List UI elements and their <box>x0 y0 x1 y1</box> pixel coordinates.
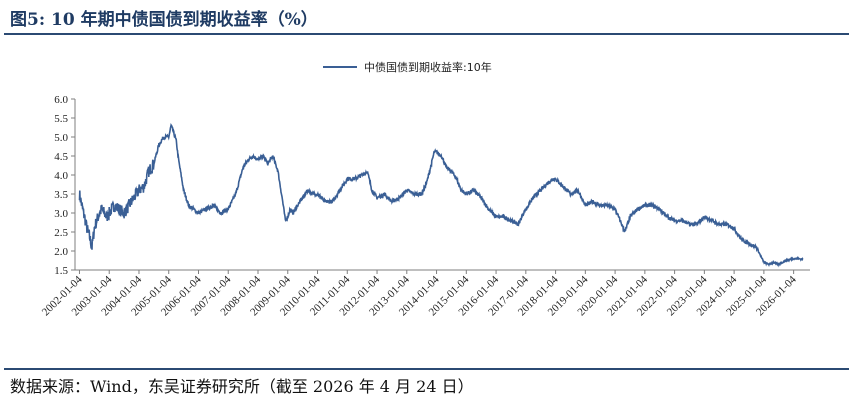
top-divider <box>4 33 849 35</box>
series-line-10y-yield <box>78 123 804 268</box>
y-tick-label: 2.0 <box>54 246 68 258</box>
x-tick-labels: 2002-01-042003-01-042004-01-042005-01-04… <box>40 273 799 318</box>
y-tick-labels: 6.0 5.5 5.0 4.5 4.0 3.5 3.0 2.5 2.0 1.5 <box>54 94 68 277</box>
y-tick-label: 1.5 <box>54 265 68 277</box>
y-tick-label: 2.5 <box>54 227 68 239</box>
y-tick-label: 4.0 <box>54 170 68 182</box>
y-tick-label: 3.5 <box>54 189 68 201</box>
figure-title: 图5: 10 年期中债国债到期收益率（%） <box>10 10 318 30</box>
axes <box>71 98 810 274</box>
y-tick-label: 6.0 <box>54 94 68 106</box>
y-tick-label: 4.5 <box>54 151 68 163</box>
y-tick-label: 5.5 <box>54 113 68 125</box>
source-note: 数据来源：Wind，东吴证券研究所（截至 2026 年 4 月 24 日） <box>10 377 474 396</box>
legend: 中债国债到期收益率:10年 <box>323 60 492 74</box>
y-tick-label: 3.0 <box>54 208 68 220</box>
bottom-divider <box>4 368 849 370</box>
legend-label: 中债国债到期收益率:10年 <box>364 60 492 74</box>
y-tick-label: 5.0 <box>54 132 68 144</box>
